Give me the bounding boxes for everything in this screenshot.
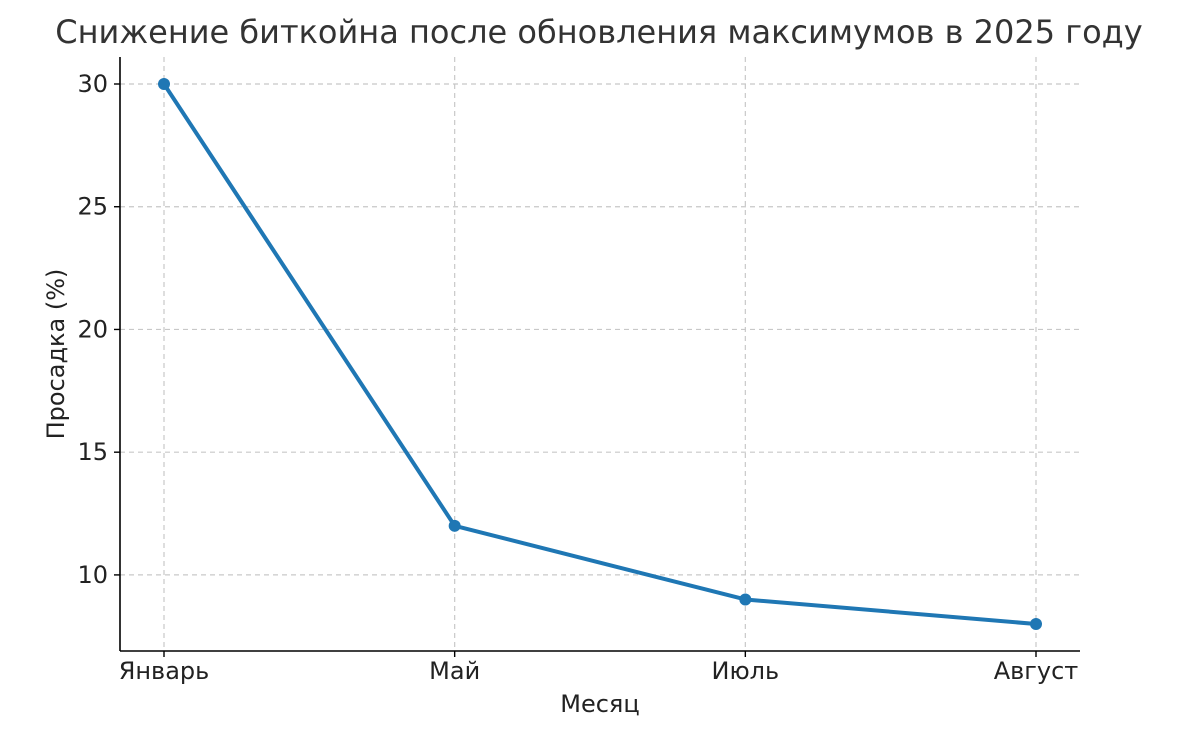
- data-point: [1030, 618, 1042, 630]
- series-line: [162, 82, 1038, 626]
- grid-lines: [120, 57, 1080, 651]
- x-tick-label: Август: [994, 657, 1079, 685]
- data-point: [739, 593, 752, 606]
- axes: [119, 57, 1080, 652]
- x-tick-label: Май: [429, 657, 480, 685]
- chart-title: Снижение биткойна после обновления макси…: [55, 13, 1142, 51]
- x-tick-label: Январь: [119, 657, 210, 685]
- data-point: [158, 78, 170, 90]
- y-tick-label: 15: [77, 438, 108, 466]
- tick-labels: Январь Май Июль Август 10 15 20 25 30: [77, 70, 1078, 685]
- series-layer: [158, 78, 1042, 630]
- x-tick-label: Июль: [712, 657, 780, 685]
- y-axis-label: Просадка (%): [42, 269, 70, 440]
- y-tick-label: 10: [77, 561, 108, 589]
- x-axis-label: Месяц: [560, 690, 639, 718]
- y-tick-label: 25: [77, 193, 108, 221]
- y-tick-label: 30: [77, 70, 108, 98]
- data-point: [448, 519, 461, 532]
- y-tick-label: 20: [77, 315, 108, 343]
